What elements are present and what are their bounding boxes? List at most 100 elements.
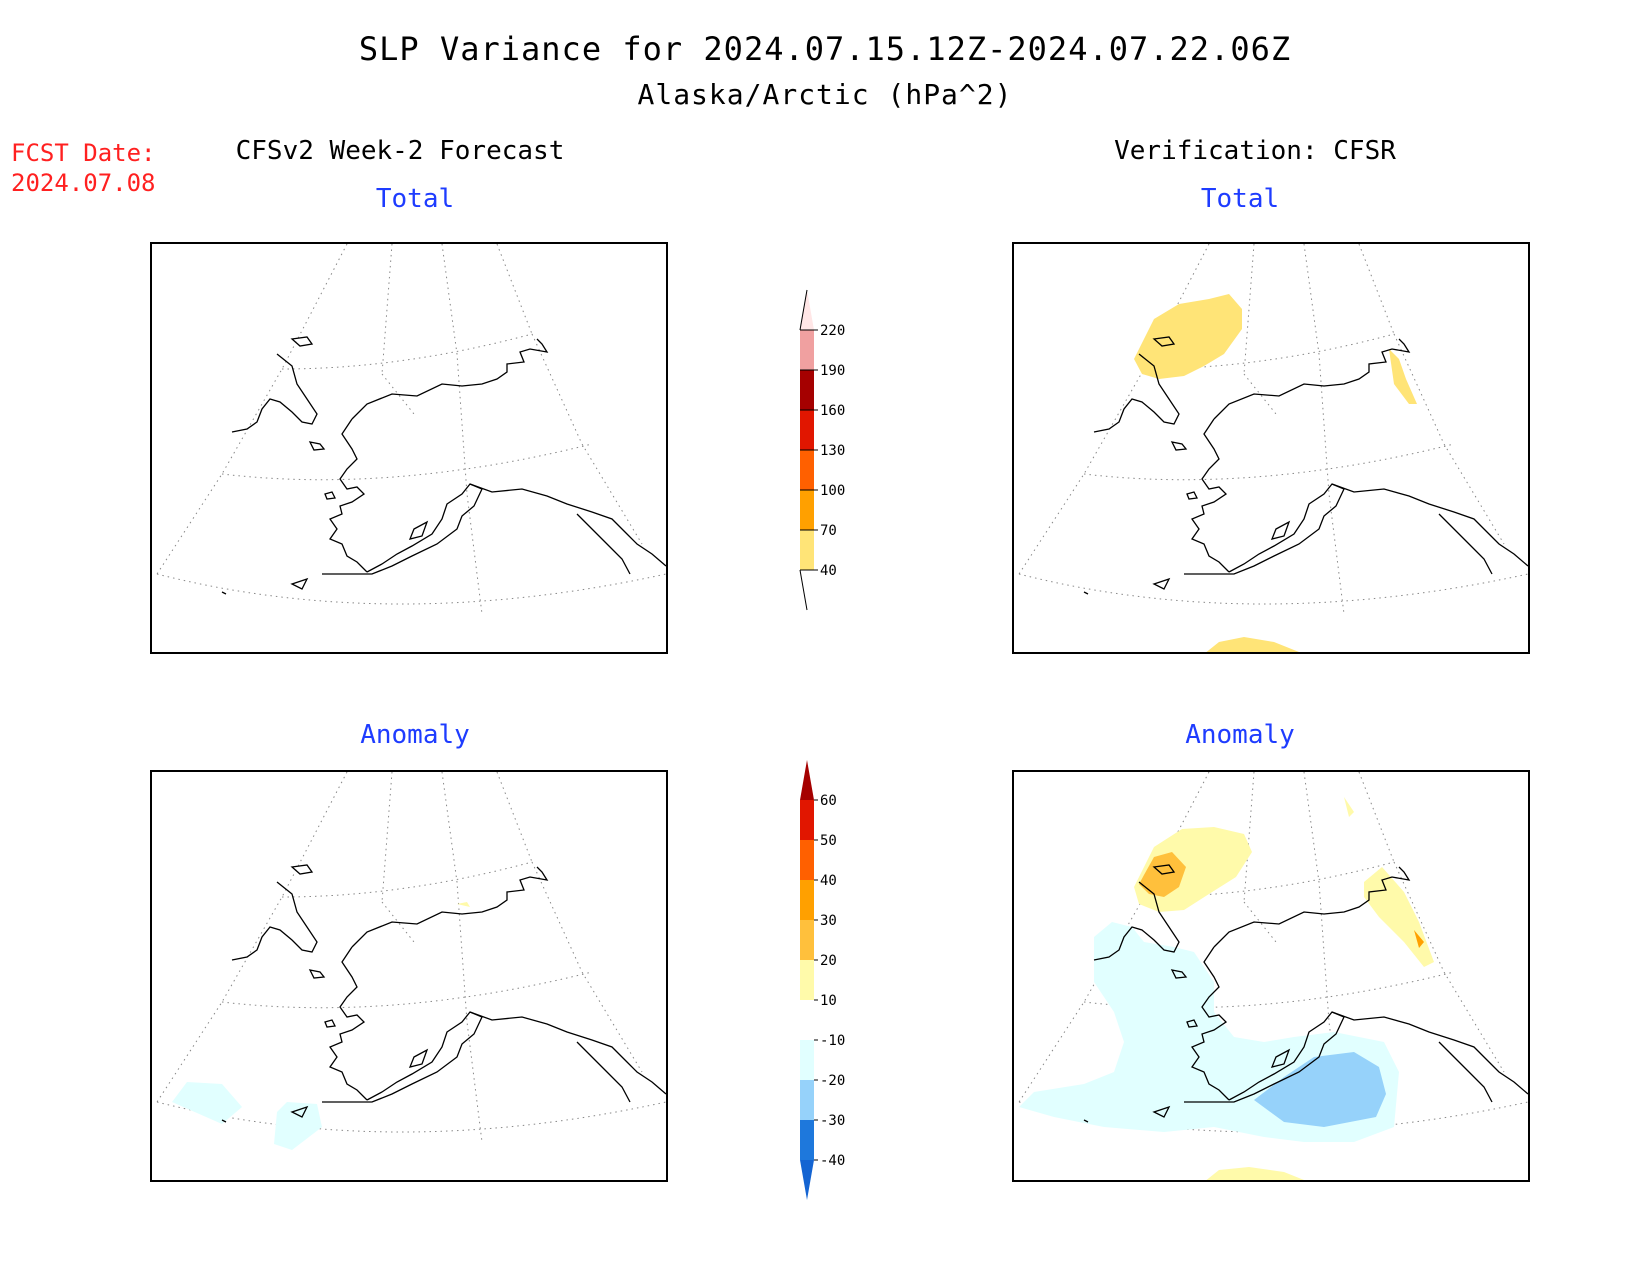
colorbar-swatch — [800, 920, 814, 960]
colorbar-tick-label: 40 — [820, 873, 837, 889]
coastline-segment — [1213, 866, 1411, 948]
coastline-segment — [290, 864, 314, 875]
shaded-region — [274, 1102, 322, 1150]
colorbar-tick-label: 30 — [820, 913, 837, 929]
coastline-segment — [1093, 881, 1180, 961]
colorbar-swatch — [800, 490, 814, 530]
colorbar-total: 40 70 100 130 160 190 220 — [799, 289, 845, 611]
colorbar-swatch — [800, 370, 814, 410]
graticule-line — [1393, 333, 1505, 545]
panel-subtitle-forecast-total: Total — [375, 184, 455, 214]
coastline-segment — [221, 1119, 227, 1123]
coastline-segment — [329, 418, 368, 573]
coastline-segment — [1152, 864, 1176, 875]
coastline-segment — [290, 336, 314, 347]
map-verification-total-svg — [1018, 244, 1528, 652]
colorbar-swatch — [800, 1000, 814, 1040]
coastline-segment — [576, 513, 631, 575]
graticule-line — [1018, 244, 1210, 575]
colorbar-tick-label: 70 — [820, 523, 837, 539]
graticule-line — [1018, 573, 1528, 605]
colorbar-tick-label: 20 — [820, 953, 837, 969]
colorbar-tick-label: 50 — [820, 833, 837, 849]
coastline-segment — [1093, 353, 1180, 433]
graticule-line — [1083, 971, 1455, 1009]
colorbar-tick-label: 10 — [820, 993, 837, 1009]
colorbar-tick-label: 40 — [820, 563, 837, 579]
graticule-line — [281, 333, 533, 370]
coastline-segment — [231, 881, 318, 961]
forecast-date-label: FCST Date: — [11, 139, 156, 167]
colorbar-tick-label: -30 — [820, 1113, 845, 1129]
shaded-region — [1134, 294, 1242, 379]
colorbar-tick-label: -10 — [820, 1033, 845, 1049]
map-forecast-total — [150, 242, 668, 654]
graticule-line — [1243, 244, 1255, 375]
coastline-segment — [329, 946, 368, 1101]
column-heading-verification: Verification: CFSR — [1114, 136, 1396, 166]
coastline-segment — [351, 338, 549, 420]
coastline-segment — [1331, 483, 1528, 567]
graticule — [1018, 244, 1528, 615]
shaded-region — [1344, 797, 1354, 817]
coastline-segment — [322, 1011, 483, 1103]
map-forecast-anomaly-svg — [156, 772, 666, 1150]
shaded-contours — [172, 902, 470, 1150]
coastline-segment — [324, 1019, 336, 1028]
graticule-line — [1358, 772, 1395, 863]
coastline-segment — [221, 591, 227, 595]
colorbar-swatch — [800, 530, 814, 570]
coastline-segment — [1184, 483, 1345, 575]
coastline-segment — [322, 483, 483, 575]
map-forecast-anomaly — [150, 770, 668, 1182]
graticule-line — [1303, 244, 1345, 615]
shaded-contours — [1019, 797, 1434, 1180]
forecast-date-block: FCST Date: 2024.07.08 — [11, 138, 156, 198]
coastline — [1083, 336, 1528, 595]
graticule-line — [1393, 861, 1505, 1073]
colorbar-swatch — [800, 1080, 814, 1120]
colorbar-tick-label: -20 — [820, 1073, 845, 1089]
coastline-segment — [576, 1041, 631, 1103]
graticule-line — [156, 244, 348, 575]
colorbar-swatch — [800, 880, 814, 920]
coastline-segment — [1083, 1119, 1089, 1123]
shaded-region — [172, 1082, 242, 1124]
coastline-segment — [1152, 336, 1176, 347]
coastline-segment — [1152, 1105, 1171, 1118]
coastline — [1083, 864, 1528, 1123]
graticule-line — [156, 573, 666, 605]
graticule-line — [496, 772, 533, 863]
coastline-segment — [1191, 946, 1230, 1101]
coastline-segment — [408, 520, 429, 540]
colorbar-swatch — [800, 290, 814, 330]
graticule-line — [1243, 772, 1255, 903]
coastline-segment — [308, 441, 326, 451]
coastline-segment — [469, 1011, 666, 1095]
colorbar-tick-label: 160 — [820, 403, 845, 419]
coastline-segment — [408, 1048, 429, 1068]
graticule-line — [281, 861, 533, 898]
coastline-segment — [324, 491, 336, 500]
colorbar-tick-label: 130 — [820, 443, 845, 459]
shaded-region — [1206, 637, 1299, 652]
map-verification-total — [1012, 242, 1530, 654]
panel-subtitle-forecast-anomaly: Anomaly — [360, 720, 470, 750]
graticule-line — [1083, 443, 1455, 481]
coastline — [221, 336, 666, 595]
coastline — [221, 864, 666, 1123]
coastline-segment — [1270, 520, 1291, 540]
colorbar-tick-label: -40 — [820, 1153, 845, 1169]
colorbar-swatch — [800, 840, 814, 880]
graticule-line — [221, 443, 593, 481]
panel-subtitle-verification-total: Total — [1200, 184, 1280, 214]
shaded-contours — [1134, 294, 1417, 652]
colorbar-swatch — [800, 1160, 814, 1200]
colorbar-swatch — [800, 1040, 814, 1080]
graticule-line — [1303, 772, 1345, 1143]
coastline-segment — [1170, 441, 1188, 451]
coastline-segment — [1191, 418, 1230, 573]
coastline-segment — [1331, 1011, 1528, 1095]
colorbar-swatch — [800, 1120, 814, 1160]
colorbar-swatch — [800, 410, 814, 450]
